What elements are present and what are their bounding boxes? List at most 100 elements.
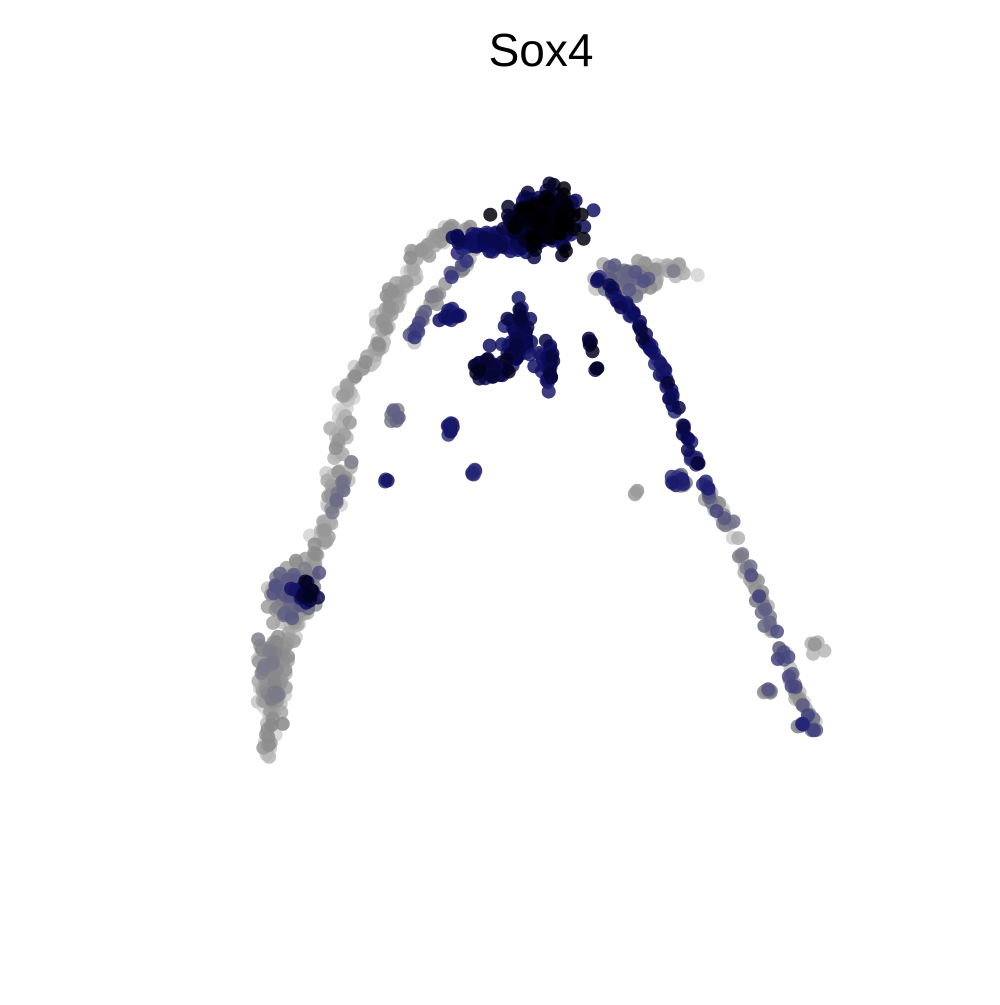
scatter-point (662, 391, 677, 406)
scatter-point (795, 716, 810, 731)
scatter-point (586, 203, 601, 218)
scatter-point (403, 250, 418, 265)
scatter-point (284, 581, 299, 596)
scatter-point (495, 337, 509, 352)
scatter-point (758, 602, 773, 617)
scatter-point (806, 723, 821, 738)
scatter-point (424, 289, 439, 304)
scatter-point (680, 442, 695, 457)
scatter-point (483, 207, 498, 222)
scatter-point (512, 309, 527, 324)
scatter-point (444, 270, 459, 284)
scatter-point (465, 465, 480, 480)
scatter-point (784, 679, 799, 694)
scatter-point (524, 229, 539, 244)
scatter-point (344, 455, 359, 470)
scatter-point (622, 283, 637, 298)
scatter-point (288, 553, 303, 568)
scatter-point (553, 226, 567, 241)
scatter-point (628, 265, 643, 279)
scatter-point (371, 336, 386, 351)
scatter-point (614, 300, 629, 315)
chart-title: Sox4 (489, 24, 594, 76)
scatter-point (414, 243, 429, 258)
scatter-point (450, 228, 465, 243)
scatter-point (482, 338, 497, 353)
scatter-point (385, 284, 400, 299)
scatter-point (602, 278, 617, 293)
scatter-point (382, 299, 397, 314)
scatter-point (507, 219, 522, 234)
scatter-point (494, 236, 509, 251)
scatter-point (399, 274, 414, 289)
scatter-point (635, 331, 650, 346)
scatter-point (661, 375, 675, 390)
scatter-point (432, 313, 447, 328)
scatter-point (781, 650, 796, 664)
scatter-point (328, 441, 343, 456)
scatter-point (607, 258, 622, 273)
scatter-point (501, 199, 516, 214)
scatter-point (473, 363, 487, 378)
scatter-point (761, 682, 776, 697)
scatter-point (709, 504, 724, 519)
scatter-point (671, 400, 686, 415)
scatter-point (560, 217, 575, 232)
scatter-point (265, 654, 280, 669)
scatter-point (770, 624, 784, 639)
scatter-point (520, 185, 535, 200)
scatter-point (537, 210, 552, 225)
scatter-point (269, 579, 284, 594)
scatter-point (407, 330, 422, 345)
scatter-point (559, 197, 574, 212)
scatter-point (339, 378, 354, 393)
scatter-point (646, 345, 661, 360)
scatter-point (666, 264, 681, 279)
scatter-point (443, 424, 458, 439)
scatter-point (690, 456, 705, 471)
points-layer (250, 176, 832, 764)
scatter-point (807, 637, 822, 652)
scatter-point (500, 311, 515, 326)
scatter-point (391, 410, 406, 425)
scatter-point (312, 565, 327, 580)
scatter-point (541, 192, 556, 207)
scatter-point (317, 523, 332, 538)
scatter-point (275, 716, 290, 731)
scatter-point (585, 344, 600, 359)
scatter-point (752, 589, 767, 604)
scatter-point (266, 615, 281, 630)
scatter-point (261, 738, 276, 753)
scatter-point (590, 272, 605, 287)
scatter-point (511, 291, 526, 306)
scatter-point (519, 200, 534, 215)
scatter-point (630, 483, 645, 498)
scatter-point (543, 366, 557, 381)
scatter-point (558, 244, 573, 258)
scatter-point (379, 321, 394, 336)
scatter-point (329, 493, 344, 507)
scatter-point (304, 583, 319, 598)
scatter-point (544, 349, 559, 364)
scatter-point (251, 632, 266, 647)
scatter-point (690, 268, 705, 283)
scatter-point (271, 687, 286, 702)
scatter-point (636, 274, 651, 288)
scatter-point (336, 388, 351, 403)
scatter-point (485, 369, 500, 384)
scatter-point (538, 333, 553, 348)
scatter-point (264, 718, 279, 733)
scatter-point (744, 568, 759, 583)
scatter-point (665, 475, 680, 490)
scatter-point (348, 369, 363, 384)
scatter-point (735, 547, 750, 562)
scatter-point (509, 338, 523, 353)
scatter-point (770, 652, 785, 666)
scatter-point (501, 364, 516, 379)
scatter-point (477, 231, 492, 246)
scatter-point (358, 355, 373, 370)
scatter-point (406, 262, 421, 277)
scatter-point (480, 353, 495, 368)
